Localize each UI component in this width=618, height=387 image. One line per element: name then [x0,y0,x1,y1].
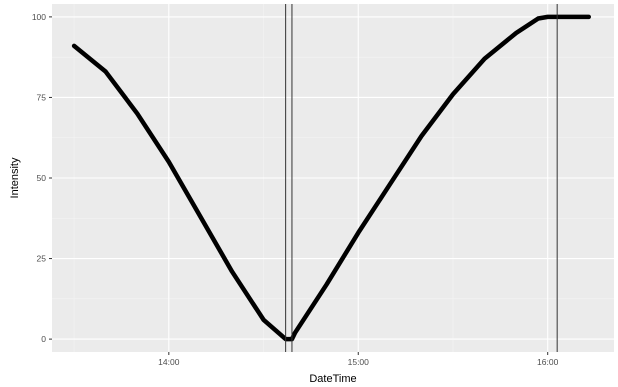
y-tick-label: 0 [41,334,46,344]
y-tick-label: 50 [37,173,47,183]
x-tick-label: 16:00 [537,357,559,367]
vertical-reference-lines [285,4,558,352]
intensity-series-line [71,14,591,342]
data-series [71,14,591,342]
x-tick-label: 15:00 [348,357,370,367]
y-tick-label: 100 [32,12,46,22]
x-axis-title: DateTime [309,373,356,385]
y-tick-label: 75 [37,92,47,102]
y-tick-label: 25 [37,254,47,264]
grid-lines [52,4,614,352]
axes: 14:00 15:00 16:00 0 25 50 75 100 [32,12,559,367]
x-tick-label: 14:00 [158,357,180,367]
y-axis-title: Intensity [9,157,21,198]
